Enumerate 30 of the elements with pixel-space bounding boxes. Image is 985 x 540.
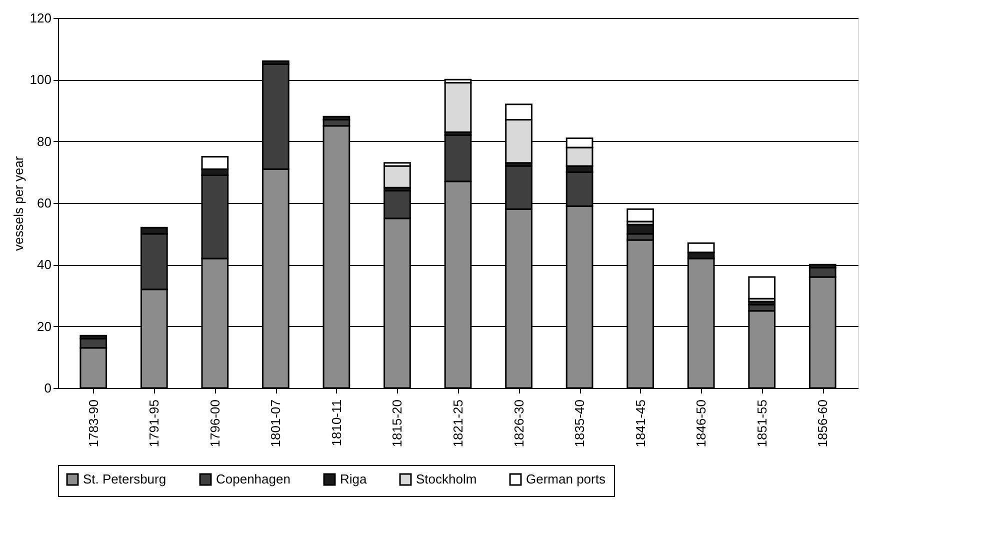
x-tick-label: 1783-90 [86,400,101,448]
legend-label: Stockholm [416,472,477,487]
y-tick-label: 120 [30,10,52,26]
x-tick-label: 1821-25 [450,400,466,448]
legend-label: Riga [340,472,368,487]
y-tick-label: 20 [37,318,52,334]
legend-label: German ports [526,472,606,487]
x-tick-label: 1810-11 [328,400,344,446]
y-tick-label: 0 [44,380,52,396]
y-tick-label: 80 [37,134,52,149]
bar [444,82,472,133]
y-tick-label: 60 [37,196,52,210]
x-tick-label: 1846-50 [694,400,709,448]
legend-label: St. Petersburg [83,472,166,487]
x-tick-label: 1796-00 [207,400,222,448]
y-tick-label: 40 [37,257,52,272]
y-axis-title: vessels per year [10,156,26,251]
bar [384,165,411,188]
x-tick-label: 1815-20 [390,400,405,448]
x-tick-label: 1851-55 [754,400,770,448]
legend-label: Copenhagen [216,472,290,487]
x-tick-label: 1826-30 [511,400,526,448]
x-tick-label: 1835-40 [572,400,588,448]
bar [626,208,654,222]
x-tick-label: 1841-45 [632,400,648,448]
bar [748,276,776,300]
y-tick-label: 100 [30,72,52,88]
x-tick-label: 1856-60 [815,400,830,448]
x-tick-label: 1801-07 [268,400,284,448]
x-tick-label: 1791-95 [146,400,162,448]
